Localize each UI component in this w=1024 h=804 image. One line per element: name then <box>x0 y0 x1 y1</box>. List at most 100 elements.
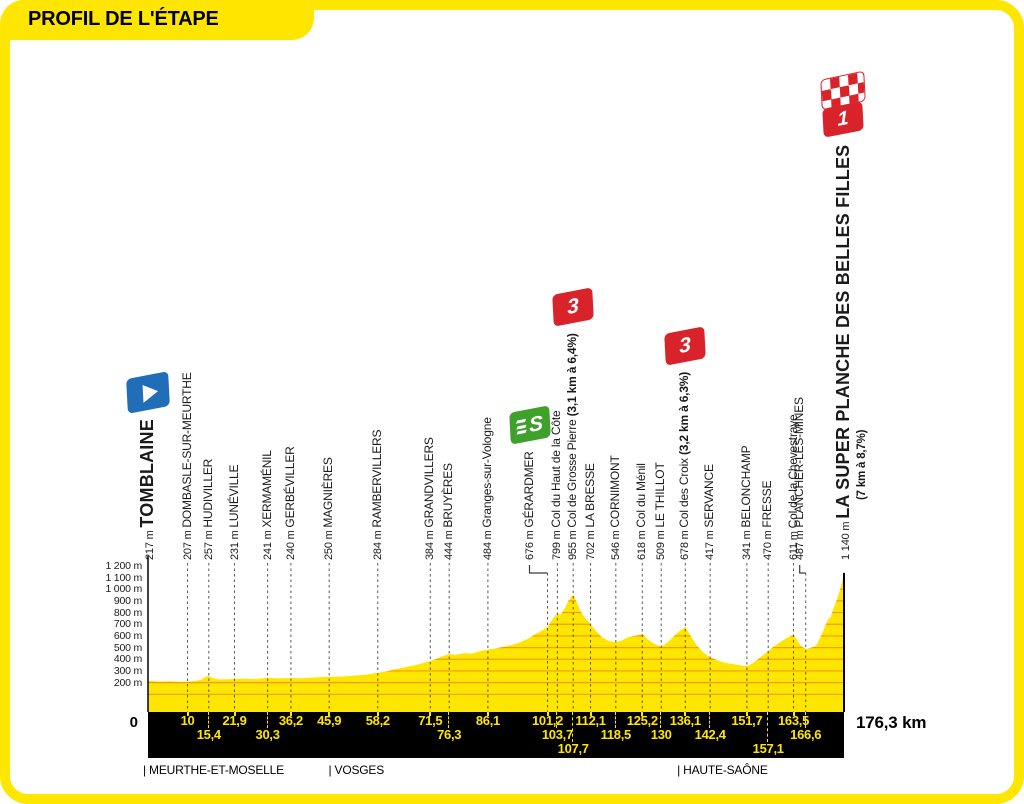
location-name: PLANCHER-LES-MINES <box>791 397 806 528</box>
department-label: | HAUTE-SAÔNE <box>677 763 768 777</box>
climb-stats: (3,1 km à 6,4%) <box>565 333 580 420</box>
location-label: 618 m Col du Ménil <box>634 463 650 560</box>
finish-marker-icon: 1 <box>820 70 866 138</box>
elevation-axis-label: 900 m <box>113 594 142 607</box>
location-elevation: 702 m <box>584 527 597 560</box>
location-name: LE THILLOT <box>653 462 668 528</box>
distance-label: 136,1 <box>669 713 701 728</box>
elevation-axis-label: 1 200 m <box>105 559 142 572</box>
distance-label: 157,1 <box>752 741 784 756</box>
sprint-dash <box>515 419 526 424</box>
location-elevation: 799 m <box>551 527 564 560</box>
location-name: RAMBERVILLERS <box>369 429 384 528</box>
elevation-axis-label: 1 000 m <box>105 583 142 596</box>
location-label: 509 m LE THILLOT <box>653 462 669 560</box>
distance-tick <box>328 712 331 716</box>
distance-label: 142,4 <box>694 727 726 742</box>
distance-tick <box>289 712 292 716</box>
location-label-line: 284 m RAMBERVILLERS <box>370 430 384 560</box>
stage-title-tab: PROFIL DE L'ÉTAPE <box>0 0 314 40</box>
distance-tick <box>767 712 769 742</box>
total-distance-label: 176,3 km <box>856 713 927 732</box>
distance-tick <box>709 712 711 728</box>
elevation-axis-label: 200 m <box>113 676 142 689</box>
location-name: GRANDVILLERS <box>422 437 437 528</box>
department-label: | VOSGES <box>328 763 385 777</box>
distance-tick <box>546 712 549 716</box>
location-label-line: 702 m LA BRESSE <box>583 463 597 560</box>
distance-label: 166,6 <box>790 727 822 742</box>
location-elevation: 384 m <box>424 527 437 560</box>
location-name: Granges-sur-Vologne <box>479 417 494 528</box>
location-name: MAGNIÈRES <box>321 457 336 528</box>
location-label-line: 257 m HUDIVILLER <box>201 459 215 560</box>
location-name: SERVANCE <box>702 464 717 528</box>
distance-label: 103,7 <box>541 727 573 742</box>
sprint-letter: S <box>527 411 544 437</box>
location-label: 217 m TOMBLAINE <box>137 419 160 560</box>
distance-tick <box>614 712 616 728</box>
distance-tick <box>207 712 209 728</box>
elbow-connector <box>799 565 806 574</box>
distance-label: 71,5 <box>418 713 443 728</box>
distance-label: 151,7 <box>731 713 763 728</box>
distance-tick <box>641 712 644 716</box>
distance-tick <box>266 712 268 728</box>
distance-label: 130 <box>650 727 672 742</box>
location-label: 1 140 m LA SUPER PLANCHE DES BELLES FILL… <box>833 145 868 560</box>
distance-label: 76,3 <box>437 727 462 742</box>
category-3-box: 3 <box>552 287 594 328</box>
location-elevation: 470 m <box>762 527 775 560</box>
distance-tick <box>448 712 450 728</box>
distance-tick <box>745 712 748 716</box>
location-label: 955 m Col de Grosse Pierre (3,1 km à 6,4… <box>565 333 581 560</box>
elbow-connector <box>528 565 548 574</box>
location-label-line: 231 m LUNÉVILLE <box>227 465 241 560</box>
start-flag-icon <box>126 371 170 414</box>
km-zero-label: 0 <box>129 714 138 731</box>
location-elevation: 417 m <box>704 527 717 560</box>
distance-label: 45,9 <box>317 713 342 728</box>
location-name: CORNIMONT <box>607 455 622 528</box>
distance-tick <box>556 712 558 728</box>
location-label-line: 678 m Col des Croix (3,2 km à 6,3%) <box>677 372 691 560</box>
elevation-axis-label: 300 m <box>113 665 142 677</box>
location-label-line: 676 m GÉRARDMER <box>522 451 536 560</box>
distance-label: 163,5 <box>777 713 810 728</box>
location-elevation: 955 m <box>567 527 580 560</box>
location-label-line: 618 m Col du Ménil <box>634 463 648 560</box>
distance-label: 21,9 <box>222 713 247 728</box>
location-label: 484 m Granges-sur-Vologne <box>480 417 496 560</box>
distance-label: 112,1 <box>575 713 606 728</box>
location-elevation: 207 m <box>181 527 194 560</box>
location-label-line: 1 140 m LA SUPER PLANCHE DES BELLES FILL… <box>833 145 853 560</box>
location-label-line: 384 m GRANDVILLERS <box>422 437 436 560</box>
location-name: BELONCHAMP <box>738 445 753 528</box>
sprint-dash <box>516 430 527 435</box>
location-label: 207 m DOMBASLE-SUR-MEURTHE <box>180 372 196 560</box>
location-elevation: 1 140 m <box>840 518 852 560</box>
location-label-line: 417 m SERVANCE <box>702 464 716 560</box>
distance-bar <box>148 712 844 758</box>
location-label-line: 546 m CORNIMONT <box>608 455 622 560</box>
profile-area-shape <box>148 572 844 712</box>
location-elevation: 217 m <box>143 527 156 560</box>
location-label-line: 955 m Col de Grosse Pierre (3,1 km à 6,4… <box>565 333 579 560</box>
distance-tick <box>660 712 662 728</box>
location-label: 799 m Col du Haut de la Côte <box>549 411 565 560</box>
location-name: TOMBLAINE <box>136 419 157 528</box>
distance-tick <box>804 712 806 728</box>
location-name: LA BRESSE <box>582 463 597 528</box>
location-label: 470 m FRESSE <box>760 481 776 560</box>
location-name: GERBÉVILLER <box>282 446 297 528</box>
location-label: 341 m BELONCHAMP <box>739 446 755 560</box>
category-3-marker-icon: 3 <box>664 326 707 366</box>
distance-label: 30,3 <box>255 727 280 742</box>
location-name: Col du Haut de la Côte <box>549 410 564 528</box>
location-label: 487 m PLANCHER-LES-MINES <box>792 397 808 560</box>
distance-label: 101,2 <box>531 713 564 728</box>
location-elevation: 284 m <box>371 527 384 560</box>
location-elevation: 444 m <box>443 527 456 560</box>
distance-tick <box>376 712 379 716</box>
location-label-line: 240 m GERBÉVILLER <box>283 446 297 560</box>
